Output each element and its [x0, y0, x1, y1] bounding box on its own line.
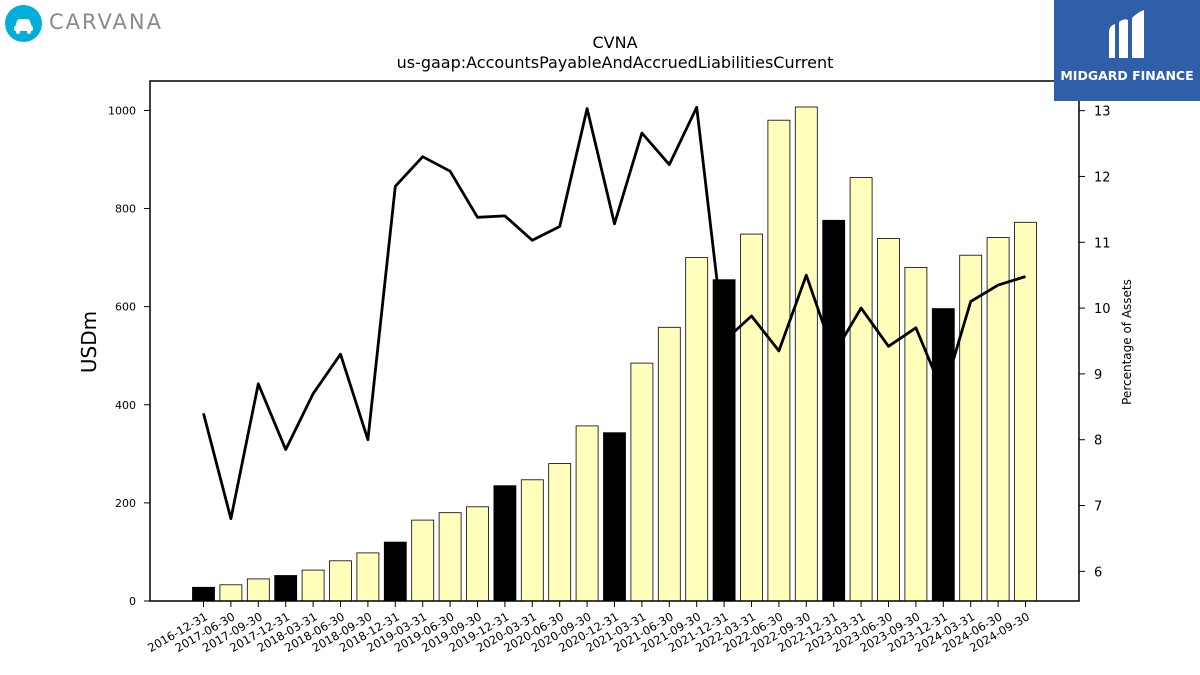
y2-tick-label-12: 12 [1094, 170, 1111, 185]
y-tick-label-400: 400 [115, 399, 136, 412]
bar-2019-12-31 [493, 485, 517, 602]
bar-2021-06-30 [657, 326, 681, 602]
y-tick-label-800: 800 [115, 203, 136, 216]
partner-logo: MIDGARD FINANCE [1054, 0, 1200, 101]
y2-tick-label-6: 6 [1094, 565, 1102, 580]
y-tick-label-600: 600 [115, 301, 136, 314]
bar-2022-12-31 [822, 219, 846, 602]
plot-frame [149, 80, 1080, 602]
bar-2018-12-31 [383, 541, 407, 602]
bar-2023-12-31 [931, 308, 955, 602]
chart-subtitle: us-gaap:AccountsPayableAndAccruedLiabili… [397, 53, 834, 72]
bar-2020-12-31 [603, 432, 626, 602]
bar-2024-03-31 [959, 254, 983, 602]
midgard-m-logo-icon [1109, 10, 1144, 58]
bar-2024-06-30 [986, 237, 1010, 602]
bar-2017-12-31 [274, 575, 298, 602]
bar-2023-09-30 [904, 266, 928, 602]
chart-title: CVNA [592, 33, 637, 52]
bar-2022-06-30 [767, 119, 791, 602]
bar-2023-06-30 [877, 238, 900, 602]
bar-2019-09-30 [466, 506, 489, 602]
y-axis-label: USDm [77, 311, 101, 373]
bar-2021-12-31 [712, 279, 736, 602]
y2-axis-label: Percentage of Assets [1120, 279, 1134, 405]
bar-2021-03-31 [630, 362, 654, 602]
y2-tick-label-8: 8 [1094, 434, 1102, 449]
bar-2018-06-30 [329, 560, 352, 602]
bar-2016-12-31 [192, 586, 215, 602]
bar-2019-06-30 [438, 512, 462, 602]
y2-tick-label-7: 7 [1094, 500, 1102, 515]
y2-tick-label-10: 10 [1094, 302, 1111, 317]
y2-tick-label-13: 13 [1094, 105, 1111, 120]
y-tick-label-0: 0 [129, 595, 136, 608]
bar-2018-03-31 [301, 569, 325, 602]
y2-tick-label-9: 9 [1094, 368, 1102, 383]
bar-2023-03-31 [849, 177, 873, 602]
bar-2017-06-30 [219, 584, 243, 602]
bar-2022-09-30 [794, 106, 818, 602]
brand-name: CARVANA [49, 10, 163, 34]
bar-2018-09-30 [356, 552, 380, 602]
bar-2022-03-31 [740, 233, 763, 602]
y2-tick-label-11: 11 [1094, 236, 1111, 251]
bar-2020-06-30 [548, 463, 572, 602]
bar-2020-09-30 [575, 425, 599, 602]
y-tick-label-1000: 1000 [108, 104, 136, 117]
bar-2020-03-31 [520, 479, 544, 602]
bar-2021-09-30 [685, 257, 709, 602]
bar-2019-03-31 [411, 519, 435, 602]
y-tick-label-200: 200 [115, 497, 136, 510]
partner-name: MIDGARD FINANCE [1060, 68, 1194, 83]
car-icon [5, 5, 42, 42]
bar-2017-09-30 [246, 578, 270, 602]
